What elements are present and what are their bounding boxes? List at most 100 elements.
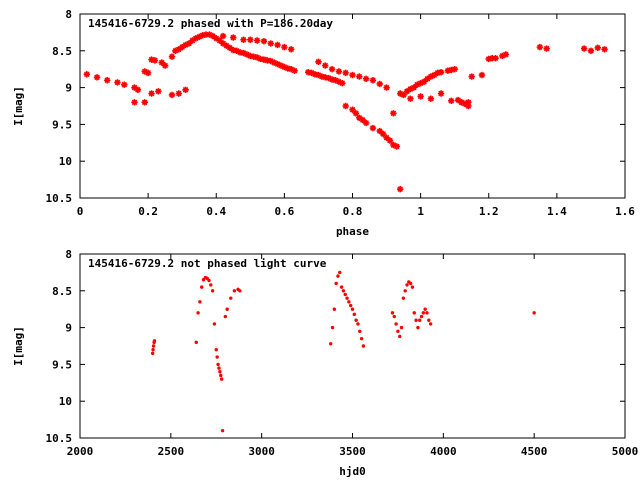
data-point bbox=[376, 127, 383, 135]
data-point bbox=[465, 99, 472, 106]
unphased-light-curve-chart: 2000 2500 3000 3500 4000 4500 5000 8 8.5 9 9.5 10 10… bbox=[12, 248, 638, 478]
data-point bbox=[218, 370, 222, 374]
data-points bbox=[83, 31, 608, 193]
data-point bbox=[417, 93, 424, 100]
data-point bbox=[158, 59, 165, 66]
data-point bbox=[182, 86, 189, 94]
data-point bbox=[330, 325, 335, 330]
data-point bbox=[492, 54, 499, 62]
data-point bbox=[148, 90, 155, 97]
y-tick-label: 8 bbox=[65, 248, 72, 261]
data-point bbox=[219, 32, 227, 40]
data-point bbox=[414, 81, 421, 88]
data-point bbox=[339, 79, 346, 87]
data-point bbox=[284, 65, 291, 72]
data-point bbox=[83, 71, 91, 78]
data-point bbox=[400, 91, 407, 99]
data-point bbox=[281, 43, 288, 51]
data-point bbox=[150, 351, 155, 356]
data-point bbox=[226, 44, 234, 52]
data-point bbox=[407, 95, 414, 102]
data-point bbox=[336, 274, 340, 278]
data-point bbox=[431, 71, 438, 79]
data-point bbox=[352, 110, 360, 117]
data-point bbox=[247, 52, 254, 60]
data-point bbox=[421, 311, 426, 315]
data-point bbox=[448, 66, 455, 74]
data-point bbox=[238, 289, 242, 293]
x-tick-label: 4000 bbox=[430, 445, 457, 458]
data-point bbox=[217, 366, 221, 370]
data-point bbox=[416, 325, 420, 330]
y-tick-label: 9.5 bbox=[52, 118, 72, 131]
data-point bbox=[354, 318, 358, 322]
data-point bbox=[345, 296, 349, 300]
data-point bbox=[198, 300, 202, 304]
data-point bbox=[311, 71, 319, 78]
x-axis-label: hjd0 bbox=[339, 465, 366, 478]
data-point bbox=[396, 90, 404, 97]
data-point bbox=[356, 73, 363, 80]
x-tick-label: 2500 bbox=[158, 445, 185, 458]
data-point bbox=[347, 300, 351, 304]
data-point bbox=[202, 31, 210, 38]
data-point bbox=[428, 322, 433, 326]
data-point bbox=[403, 88, 411, 95]
data-point bbox=[396, 329, 400, 333]
data-point bbox=[223, 314, 228, 319]
data-point bbox=[281, 63, 288, 71]
data-point bbox=[328, 76, 336, 83]
data-point bbox=[488, 54, 496, 62]
data-point bbox=[243, 51, 251, 58]
data-point bbox=[399, 325, 404, 330]
data-point bbox=[392, 314, 396, 319]
data-point bbox=[230, 46, 237, 54]
data-point bbox=[335, 68, 343, 75]
data-point bbox=[220, 377, 224, 381]
data-point bbox=[587, 47, 595, 54]
x-tick-label: 1.2 bbox=[479, 205, 499, 218]
data-point bbox=[253, 54, 261, 61]
data-point bbox=[341, 289, 346, 293]
data-point bbox=[287, 66, 295, 73]
data-point bbox=[427, 318, 431, 322]
data-point bbox=[403, 289, 407, 293]
data-point bbox=[536, 43, 544, 51]
data-point bbox=[308, 69, 315, 77]
chart-title: 145416-6729.2 not phased light curve bbox=[88, 257, 327, 270]
data-point bbox=[356, 114, 363, 121]
data-point bbox=[478, 71, 486, 79]
data-point bbox=[216, 362, 220, 367]
data-point bbox=[247, 36, 254, 43]
data-point bbox=[322, 74, 329, 81]
x-tick-label: 4500 bbox=[521, 445, 548, 458]
y-axis-label: I[mag] bbox=[12, 326, 25, 366]
data-point bbox=[210, 289, 215, 293]
data-point bbox=[342, 69, 349, 77]
data-point bbox=[386, 137, 394, 144]
data-point bbox=[219, 373, 223, 378]
data-point bbox=[485, 55, 492, 63]
data-point bbox=[240, 36, 247, 43]
data-point bbox=[315, 58, 322, 66]
data-point bbox=[444, 67, 452, 74]
data-point bbox=[461, 100, 469, 107]
data-point bbox=[390, 110, 397, 117]
data-point bbox=[410, 285, 415, 289]
data-point bbox=[267, 57, 274, 65]
data-point bbox=[148, 56, 155, 63]
data-point bbox=[230, 34, 237, 41]
data-point bbox=[419, 314, 424, 319]
data-point bbox=[134, 86, 142, 94]
data-point bbox=[322, 62, 329, 69]
x-tick-label: 0.8 bbox=[343, 205, 363, 218]
x-tick-label: 2000 bbox=[67, 445, 94, 458]
data-point bbox=[393, 143, 400, 150]
data-point bbox=[206, 31, 213, 38]
y-tick-label: 10 bbox=[59, 155, 72, 168]
x-tick-label: 1 bbox=[417, 205, 424, 218]
data-point bbox=[240, 49, 247, 57]
y-tick-label: 8.5 bbox=[52, 285, 72, 298]
data-point bbox=[601, 46, 608, 53]
